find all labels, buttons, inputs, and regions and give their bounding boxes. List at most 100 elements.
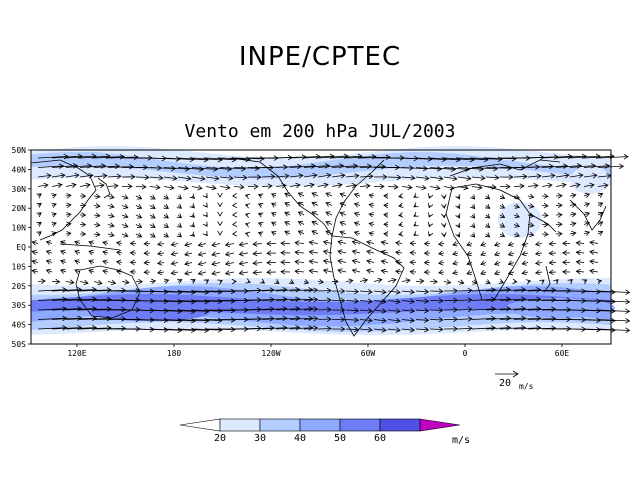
- wind-vector: [455, 222, 461, 229]
- wind-vector: [244, 203, 251, 209]
- wind-vector: [107, 279, 117, 286]
- wind-vector: [93, 231, 101, 238]
- wind-vector: [107, 154, 139, 160]
- wind-vector: [457, 175, 472, 181]
- wind-vector: [373, 174, 388, 180]
- wind-vector: [485, 287, 512, 293]
- wind-vector: [351, 239, 361, 246]
- lon-tick-label: 0: [463, 349, 468, 358]
- wind-vector: [383, 193, 389, 199]
- wind-vector: [401, 184, 413, 190]
- wind-vector: [184, 241, 193, 248]
- wind-vector: [345, 278, 354, 284]
- wind-vector: [79, 315, 112, 322]
- wind-vector: [359, 154, 391, 161]
- wind-vector: [471, 156, 503, 162]
- wind-vector: [157, 241, 165, 247]
- coastline: [543, 265, 551, 293]
- wind-vector: [527, 287, 557, 293]
- wind-vector: [471, 306, 496, 312]
- coastline: [229, 157, 333, 237]
- wind-speed-core: [570, 166, 610, 194]
- wind-vector: [197, 270, 207, 276]
- wind-vector: [121, 213, 129, 219]
- reference-vector-value: 20: [499, 378, 511, 389]
- wind-vector: [527, 203, 535, 209]
- wind-vector: [149, 175, 164, 181]
- wind-vector: [513, 203, 520, 209]
- wind-vector: [597, 154, 629, 160]
- wind-vector: [211, 260, 221, 267]
- wind-vector: [597, 308, 631, 315]
- latitude-axis: 50N 40N 30N 20N 10N EQ 10S 20S 30S 40S 50S: [12, 146, 31, 349]
- wind-vector: [521, 260, 529, 266]
- wind-vector: [289, 182, 301, 189]
- wind-vector: [485, 306, 512, 312]
- wind-vector: [107, 183, 119, 189]
- wind-vector: [337, 268, 347, 274]
- wind-vector: [443, 157, 475, 163]
- wind-vector: [499, 286, 527, 293]
- wind-vector: [409, 240, 417, 247]
- wind-vector: [415, 166, 443, 172]
- wind-vector: [284, 221, 291, 227]
- wind-vector: [345, 288, 360, 295]
- wind-vector: [471, 296, 496, 303]
- lat-tick-label: 20S: [12, 282, 27, 291]
- wind-vector: [534, 241, 543, 247]
- wind-vector: [189, 193, 195, 199]
- wind-vector: [275, 183, 287, 189]
- wind-speed-core: [505, 298, 615, 318]
- lat-tick-label: 40S: [12, 321, 27, 330]
- wind-vector: [65, 182, 77, 188]
- wind-vector: [317, 297, 332, 303]
- wind-vector: [303, 287, 319, 294]
- wind-vector: [527, 212, 535, 219]
- wind-vector: [438, 269, 445, 275]
- wind-vector: [438, 260, 445, 266]
- wind-vector: [555, 172, 570, 179]
- wind-vector: [499, 222, 506, 228]
- wind-vector: [65, 296, 98, 302]
- wind-vector: [308, 239, 319, 246]
- wind-vector: [205, 166, 233, 172]
- wind-vector: [65, 315, 98, 321]
- wind-vector: [485, 296, 512, 303]
- wind-vector: [471, 175, 486, 181]
- wind-vector: [129, 259, 137, 266]
- wind-vector: [270, 193, 277, 198]
- wind-vector: [191, 298, 223, 305]
- wind-vector: [65, 202, 72, 209]
- wind-vector: [217, 279, 223, 285]
- wind-vector: [387, 317, 401, 324]
- wind-vector: [51, 193, 57, 199]
- wind-vector: [303, 163, 331, 169]
- wind-vector: [583, 317, 616, 324]
- wind-vector: [231, 278, 237, 285]
- wind-vector: [499, 305, 527, 312]
- wind-vector: [65, 193, 72, 199]
- wind-vector: [170, 241, 179, 247]
- wind-vector: [525, 279, 532, 285]
- wind-vector: [534, 260, 543, 266]
- wind-vector: [470, 194, 476, 200]
- wind-vector: [583, 182, 595, 189]
- wind-vector: [485, 174, 500, 181]
- wind-vector: [245, 278, 251, 284]
- wind-vector: [270, 202, 277, 208]
- lon-tick-label: 180: [167, 349, 182, 358]
- wind-vector: [597, 289, 631, 296]
- wind-vector: [51, 153, 83, 160]
- wind-vector: [534, 269, 543, 276]
- wind-vector: [135, 184, 147, 190]
- wind-vector: [345, 182, 357, 189]
- wind-vector: [325, 201, 333, 207]
- wind-vector: [261, 183, 273, 189]
- wind-vector: [275, 173, 290, 179]
- wind-vector: [79, 172, 94, 179]
- wind-vector: [322, 249, 333, 255]
- wind-vector: [36, 193, 42, 199]
- wind-vector: [455, 203, 461, 210]
- wind-vector: [513, 183, 525, 189]
- wind-vector: [303, 316, 319, 322]
